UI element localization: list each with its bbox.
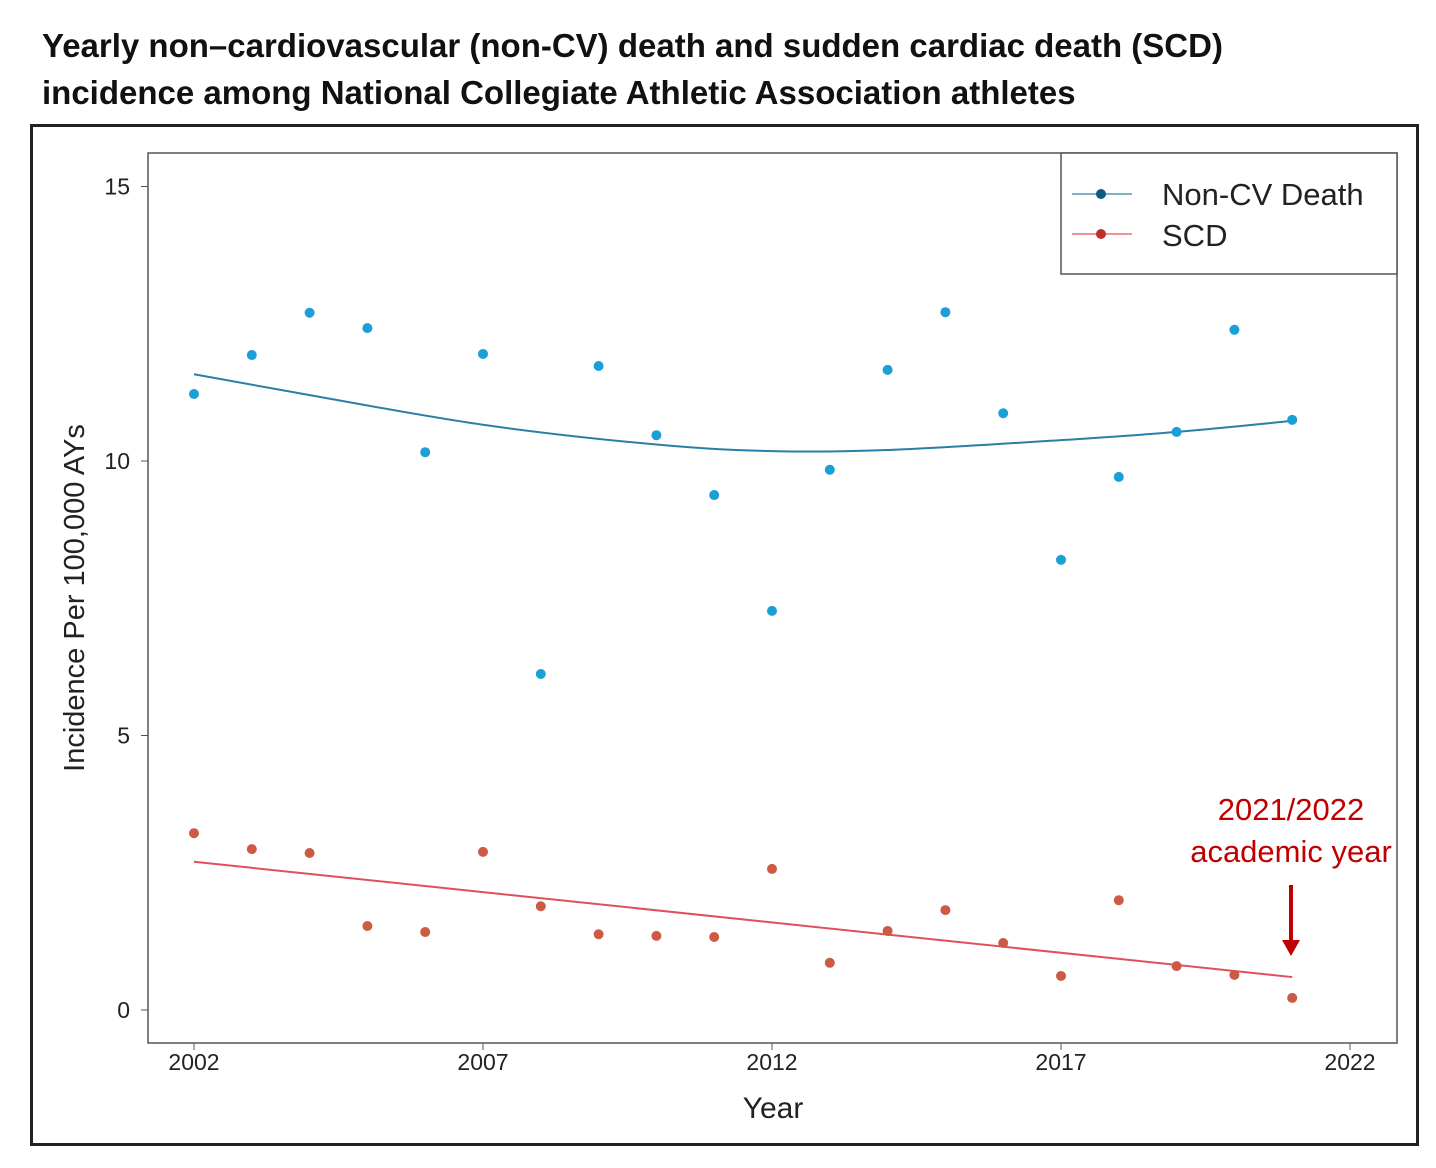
- annotation-arrow-head: [1282, 940, 1300, 956]
- scd-point: [1056, 970, 1066, 981]
- noncv-point: [1171, 426, 1182, 437]
- scd-point: [709, 931, 720, 942]
- figure-title: Yearly non–cardiovascular (non-CV) death…: [42, 22, 1422, 116]
- noncv-point: [1113, 471, 1124, 482]
- noncv-point: [246, 350, 257, 361]
- scd-point: [767, 863, 777, 874]
- scd-point: [478, 846, 488, 857]
- legend-marker-noncv: [1096, 189, 1106, 199]
- scd-point: [304, 847, 315, 858]
- noncv-point: [593, 361, 604, 372]
- y-tick-label: 15: [104, 174, 130, 200]
- noncv-point: [651, 430, 662, 441]
- x-tick-label: 2002: [168, 1049, 219, 1075]
- y-tick-label: 5: [117, 723, 130, 749]
- noncv-point: [767, 605, 777, 616]
- noncv-point: [535, 669, 546, 680]
- scd-point: [998, 938, 1009, 949]
- noncv-point: [1056, 554, 1066, 565]
- y-tick-label: 0: [117, 997, 130, 1023]
- y-axis-label: Incidence Per 100,000 AYs: [59, 424, 91, 772]
- legend-label-scd: SCD: [1162, 218, 1227, 253]
- noncv-point: [1229, 324, 1240, 335]
- scd-point: [651, 930, 662, 941]
- scd-point: [593, 929, 604, 940]
- scd-point: [1287, 992, 1298, 1003]
- noncv-point: [1287, 414, 1298, 425]
- scd-point: [882, 925, 893, 936]
- noncv-point: [998, 408, 1009, 419]
- noncv-point: [824, 464, 835, 475]
- annotation-line-2: academic year: [1190, 834, 1392, 869]
- legend-label-noncv: Non-CV Death: [1162, 177, 1364, 212]
- title-line-2: incidence among National Collegiate Athl…: [42, 74, 1076, 111]
- scd-trend-line: [193, 860, 1293, 979]
- figure-frame: [30, 124, 1419, 1146]
- noncv-point: [709, 490, 720, 501]
- noncv-point: [362, 323, 373, 334]
- scd-point: [420, 927, 431, 938]
- scd-point: [824, 957, 835, 968]
- x-tick-label: 2012: [746, 1049, 797, 1075]
- scd-point: [535, 901, 546, 912]
- annotation-line-1: 2021/2022: [1218, 792, 1365, 827]
- scd-point: [362, 921, 373, 932]
- scd-point: [246, 844, 257, 855]
- scd-point: [1113, 895, 1124, 906]
- scd-point: [1171, 961, 1182, 972]
- legend: Non-CV Death SCD: [1060, 152, 1398, 275]
- noncv-point: [189, 389, 199, 400]
- noncv-point: [420, 447, 431, 458]
- noncv-point: [304, 307, 315, 318]
- noncv-trend-line: [193, 373, 1293, 453]
- title-line-1: Yearly non–cardiovascular (non-CV) death…: [42, 27, 1223, 64]
- scd-point: [940, 905, 951, 916]
- legend-box: [1060, 152, 1398, 275]
- annotation: 2021/2022 academic year: [1190, 792, 1392, 956]
- noncv-point: [882, 364, 893, 375]
- x-tick-label: 2017: [1035, 1049, 1086, 1075]
- x-tick-label: 2007: [457, 1049, 508, 1075]
- x-axis-label: Year: [743, 1092, 804, 1125]
- noncv-point: [478, 348, 488, 359]
- noncv-point: [940, 307, 951, 318]
- legend-marker-scd: [1096, 229, 1106, 239]
- scd-point: [1229, 969, 1240, 980]
- scd-point: [189, 828, 199, 839]
- y-tick-label: 10: [104, 448, 130, 474]
- plot-area: [147, 152, 1398, 1044]
- x-tick-label: 2022: [1324, 1049, 1375, 1075]
